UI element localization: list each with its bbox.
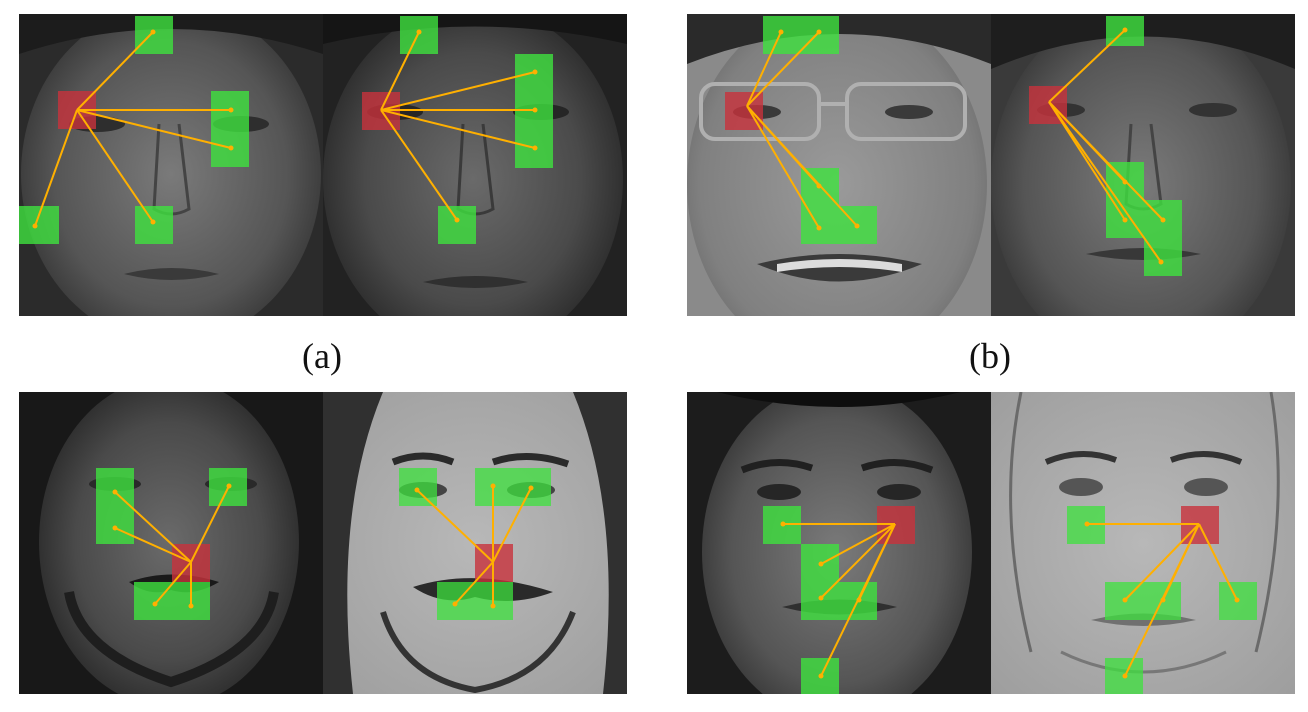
- face-photo-icon: [19, 392, 323, 694]
- target-patch: [134, 582, 172, 620]
- face-photo-panel-d1: [687, 392, 991, 694]
- face-sketch-panel-c2: [323, 392, 627, 694]
- target-patch: [400, 16, 438, 54]
- target-patch: [96, 506, 134, 544]
- link-lines: [114, 485, 230, 606]
- face-photo-icon: [323, 14, 627, 316]
- target-patch: [438, 206, 476, 244]
- face-photo-panel-a1: [19, 14, 323, 316]
- face-photo-panel-b2: [991, 14, 1295, 316]
- target-patch: [135, 16, 173, 54]
- target-patch: [801, 16, 839, 54]
- target-patch: [763, 16, 801, 54]
- face-photo-icon: [991, 14, 1295, 316]
- face-photo-icon: [687, 14, 991, 316]
- link-lines: [34, 31, 232, 227]
- link-lines: [416, 486, 532, 606]
- target-patch: [1144, 238, 1182, 276]
- link-lines: [1048, 29, 1164, 263]
- target-patch: [135, 206, 173, 244]
- face-sketch-icon: [991, 392, 1295, 694]
- link-lines: [380, 31, 536, 221]
- face-photo-icon: [19, 14, 323, 316]
- face-sketch-panel-d2: [991, 392, 1295, 694]
- link-lines: [746, 31, 858, 229]
- caption-a: (a): [302, 336, 342, 376]
- face-photo-panel-a2: [323, 14, 627, 316]
- link-lines: [783, 523, 896, 677]
- face-photo-panel-c1: [19, 392, 323, 694]
- face-photo-panel-b1: [687, 14, 991, 316]
- caption-b: (b): [969, 336, 1011, 376]
- face-photo-icon: [687, 392, 991, 694]
- target-patch: [801, 582, 839, 620]
- target-patch: [801, 206, 839, 244]
- face-sketch-icon: [323, 392, 627, 694]
- target-patch: [19, 206, 59, 244]
- target-patch: [96, 468, 134, 506]
- target-patch: [399, 468, 437, 506]
